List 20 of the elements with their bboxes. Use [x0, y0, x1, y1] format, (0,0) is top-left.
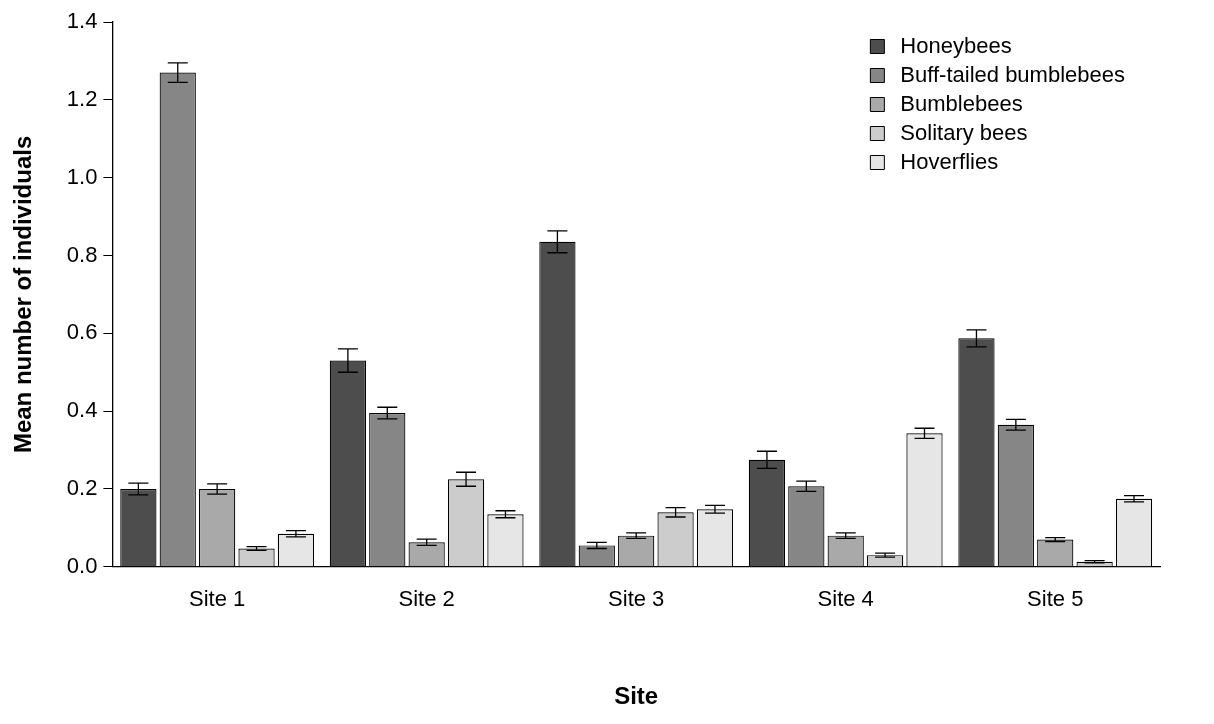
x-tick-label: Site 5	[1027, 586, 1084, 612]
legend-label: Hoverflies	[900, 148, 999, 174]
legend-label: Honeybees	[900, 32, 1012, 58]
x-tick-label: Site 3	[608, 586, 665, 612]
x-tick-label: Site 4	[817, 586, 874, 612]
y-tick-label: 0.4	[66, 397, 98, 423]
y-axis-title: Mean number of individuals	[9, 135, 37, 454]
x-axis-title: Site	[614, 682, 659, 710]
x-tick-label: Site 2	[398, 586, 455, 612]
y-tick-label: 0.0	[66, 552, 98, 578]
y-tick-label: 0.2	[66, 475, 98, 501]
y-tick-label: 1.2	[66, 85, 98, 111]
y-tick-label: 0.8	[66, 241, 98, 267]
x-tick-label: Site 1	[189, 586, 246, 612]
legend-label: Buff-tailed bumblebees	[900, 61, 1126, 87]
y-tick-label: 0.6	[66, 319, 98, 345]
legend-label: Bumblebees	[900, 90, 1023, 116]
legend-label: Solitary bees	[900, 119, 1028, 145]
y-tick-label: 1.4	[66, 8, 98, 34]
y-tick-label: 1.0	[66, 163, 98, 189]
